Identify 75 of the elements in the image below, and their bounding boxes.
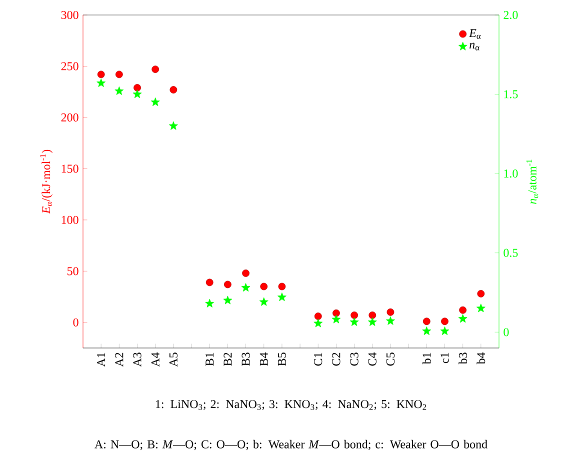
x-tick-label: b1 — [422, 352, 431, 364]
x-tick-label: B3 — [242, 352, 250, 366]
point — [441, 318, 448, 326]
y2-tick-label: 0.5 — [504, 248, 518, 257]
point — [260, 282, 268, 290]
x-tick-label: C3 — [350, 352, 358, 366]
x-tick-label: C2 — [332, 352, 340, 366]
x-tick-label: C5 — [386, 352, 395, 366]
point — [386, 316, 395, 325]
point — [458, 314, 468, 323]
point — [368, 317, 377, 326]
point — [459, 306, 467, 314]
x-tick-label: A5 — [169, 352, 178, 367]
point — [368, 312, 376, 319]
x-tick-label: A4 — [151, 352, 160, 367]
point — [241, 283, 250, 292]
y-axis-title: E$_{α}$/(kJ·mol$^{-1}$) — [40, 150, 53, 214]
legend-label: n$_{α}$ — [470, 42, 480, 50]
x-tick-label: C4 — [368, 352, 376, 366]
point — [477, 290, 485, 298]
point — [132, 90, 142, 98]
x-tick-label: C1 — [314, 352, 322, 366]
x-tick-label: A3 — [133, 352, 142, 367]
point — [168, 121, 178, 130]
point — [350, 312, 358, 319]
x-tick-label: A2 — [115, 352, 124, 367]
legend-label: E$_{α}$ — [468, 29, 481, 39]
point — [314, 318, 323, 328]
y-tick-label: 0 — [73, 318, 78, 326]
point — [350, 317, 359, 326]
x-tick-label: A1 — [97, 352, 106, 367]
x-tick-label: c1 — [440, 352, 449, 364]
point — [422, 318, 430, 326]
point — [224, 280, 232, 288]
point — [314, 312, 322, 320]
point — [114, 86, 124, 95]
point — [277, 292, 286, 302]
y2-tick-label: 1.5 — [504, 90, 518, 98]
point — [223, 296, 232, 304]
x-tick-label: b3 — [458, 352, 468, 364]
point — [152, 66, 160, 73]
y2-tick-label: 0 — [504, 328, 509, 336]
y2-tick-label: 2.0 — [504, 10, 518, 20]
x-tick-label: B4 — [260, 352, 268, 366]
point — [476, 304, 486, 312]
point — [440, 326, 450, 336]
point — [206, 278, 214, 286]
point — [422, 326, 432, 336]
point — [170, 86, 178, 94]
text: A: N—O; B: M—O; C: O—O; b: Weaker M—O bond; c: Weaker O—O bond — [94, 440, 488, 450]
y-tick-label: 300 — [61, 10, 78, 20]
point — [115, 70, 123, 78]
text: 1: LiNO$_{3}$; 2: NaNO$_{3}$; 3: KNO$_{3}$; 4: NaNO$_{2}$; 5: KNO$_{2}$ — [156, 400, 426, 410]
x-tick-label: b4 — [476, 352, 486, 364]
point — [332, 309, 340, 317]
y-tick-label: 200 — [61, 113, 78, 122]
y-tick-label: 100 — [62, 216, 78, 224]
x-tick-label: B5 — [278, 352, 286, 366]
y-tick-label: 50 — [68, 267, 78, 276]
point — [96, 78, 106, 88]
point — [150, 98, 160, 106]
point — [386, 308, 394, 316]
y-tick-label: 150 — [62, 164, 78, 173]
x-tick-label: B1 — [206, 352, 214, 366]
x-tick-label: B2 — [224, 352, 232, 366]
point — [278, 282, 286, 290]
y2-tick-label: 1.0 — [504, 169, 518, 178]
point — [259, 297, 268, 306]
point — [242, 270, 250, 277]
point — [134, 84, 141, 92]
point — [332, 314, 341, 324]
y-tick-label: 250 — [61, 62, 78, 70]
point — [97, 70, 105, 78]
point — [205, 298, 214, 308]
y2-axis-title: n$_{α}$/atom$^{-1}$ — [526, 160, 538, 204]
